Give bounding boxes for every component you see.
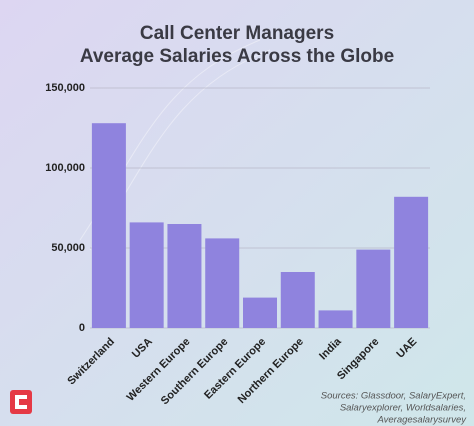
y-tick-label: 50,000	[51, 242, 85, 254]
source-note: Averagesalarysurvey	[376, 415, 467, 426]
bar	[243, 297, 277, 328]
bar	[394, 196, 429, 328]
bar	[318, 310, 353, 328]
source-note: Salaryexplorer, Worldsalaries,	[340, 403, 466, 414]
chart-title: Call Center Managers	[140, 23, 334, 44]
bar	[91, 123, 126, 328]
chart-title: Average Salaries Across the Globe	[80, 46, 394, 67]
bar	[205, 238, 240, 328]
bar	[167, 224, 202, 328]
y-tick-label: 0	[79, 322, 85, 334]
logo	[10, 390, 32, 414]
source-note: Sources: Glassdoor, SalaryExpert,	[321, 391, 466, 402]
bar	[129, 222, 164, 328]
y-tick-label: 150,000	[45, 82, 85, 94]
y-tick-label: 100,000	[45, 162, 85, 174]
bar	[356, 249, 391, 328]
bar	[280, 272, 315, 328]
